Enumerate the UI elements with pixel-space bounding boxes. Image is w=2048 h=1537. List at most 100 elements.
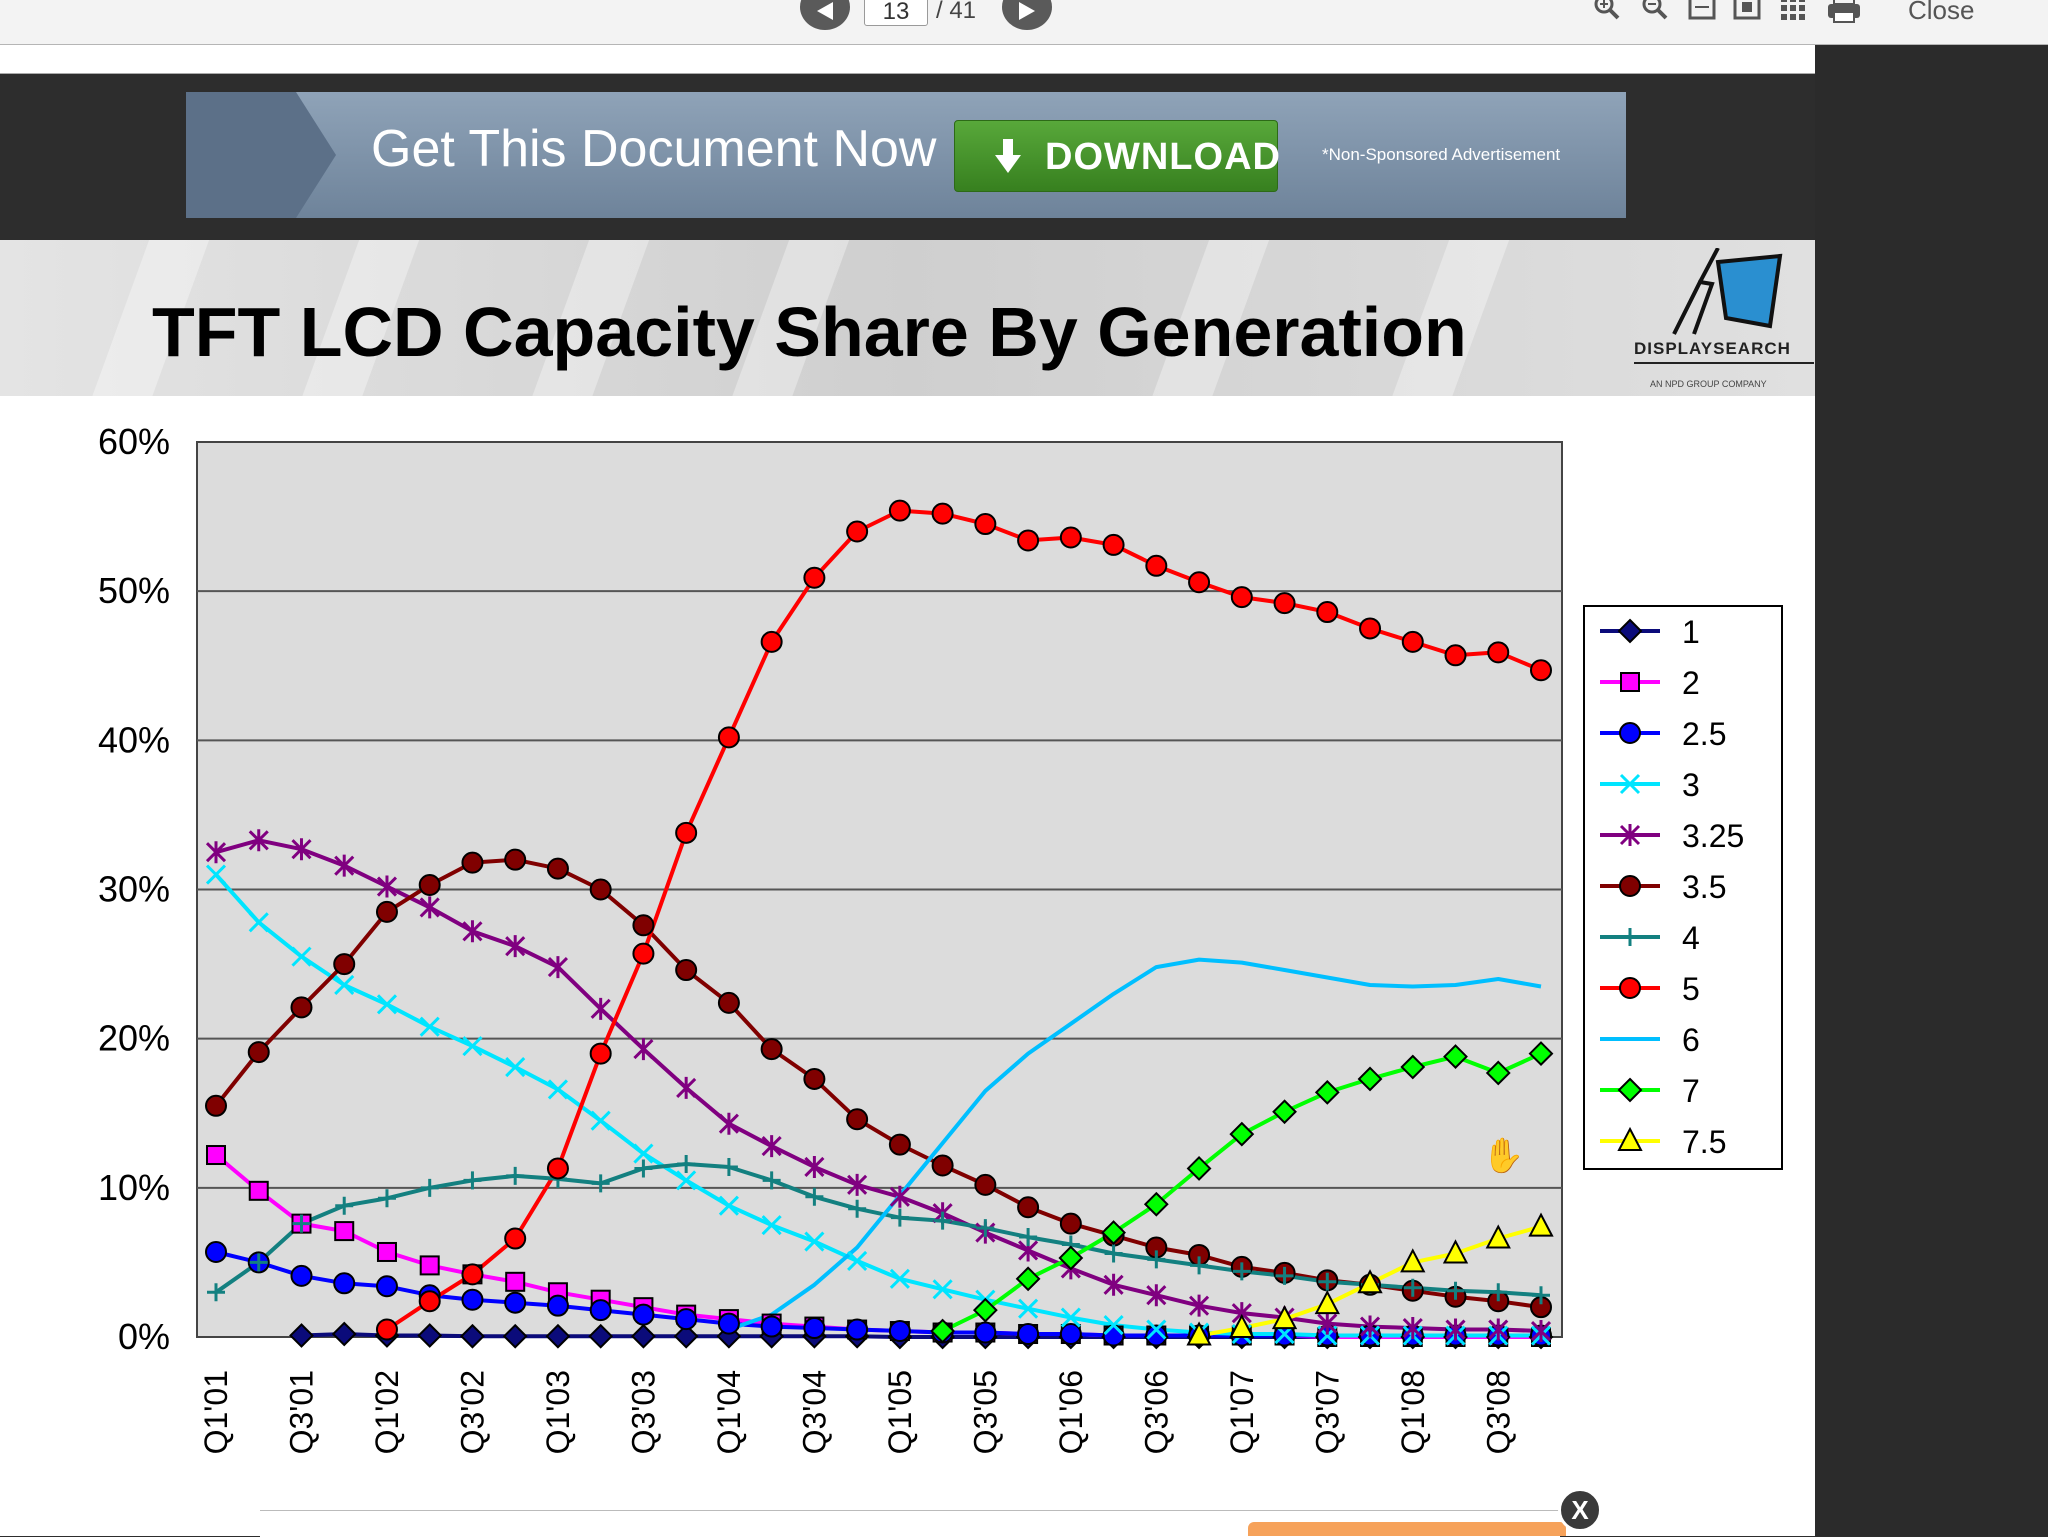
x-tick-label: Q3'07 — [1309, 1370, 1345, 1454]
data-point-2.5 — [375, 1275, 398, 1298]
fit-page-icon[interactable] — [1732, 0, 1762, 26]
data-point-3 — [419, 1016, 440, 1037]
data-point-3 — [291, 946, 312, 967]
data-point-2.5 — [974, 1321, 997, 1344]
data-point-7 — [1314, 1079, 1340, 1105]
close-viewer-button[interactable]: Close — [1908, 0, 1975, 25]
data-point-2.5 — [290, 1264, 313, 1287]
data-point-2 — [248, 1180, 269, 1201]
data-point-5 — [846, 520, 869, 543]
slide-title: TFT LCD Capacity Share By Generation — [152, 293, 1467, 371]
data-point-3.25 — [1188, 1294, 1210, 1317]
legend-label: 7.5 — [1682, 1124, 1726, 1160]
zoom-out-icon[interactable] — [1640, 0, 1670, 26]
data-point-3.5 — [803, 1067, 826, 1090]
data-point-3.5 — [1059, 1212, 1082, 1235]
x-tick-label: Q1'04 — [711, 1370, 747, 1454]
data-point-3.25 — [1359, 1315, 1381, 1338]
y-tick-label: 30% — [98, 869, 170, 910]
data-point-5 — [1102, 533, 1125, 556]
data-point-2 — [419, 1255, 440, 1276]
data-point-2.5 — [205, 1240, 227, 1263]
data-point-4 — [890, 1208, 909, 1227]
data-point-7.5 — [1271, 1304, 1298, 1330]
data-point-7 — [1058, 1245, 1084, 1271]
data-point-7 — [930, 1318, 956, 1344]
data-point-2.5 — [717, 1312, 740, 1335]
data-point-7 — [972, 1297, 998, 1323]
download-button-label: DOWNLOAD — [1045, 136, 1281, 178]
grid-view-icon[interactable] — [1778, 0, 1808, 26]
data-point-5 — [1401, 630, 1424, 653]
data-point-4 — [933, 1211, 952, 1230]
data-point-5 — [504, 1227, 527, 1250]
data-point-4 — [463, 1171, 482, 1190]
x-tick-label: Q1'08 — [1395, 1370, 1431, 1454]
data-point-5 — [1359, 617, 1382, 640]
data-point-7 — [1485, 1060, 1511, 1086]
legend-label: 1 — [1682, 614, 1700, 650]
data-point-7.5 — [1314, 1290, 1340, 1315]
legend-marker — [1617, 1077, 1643, 1103]
data-point-3.5 — [418, 874, 441, 897]
data-point-3 — [1146, 1319, 1167, 1340]
data-point-7.5 — [1229, 1313, 1255, 1339]
ad-note: *Non-Sponsored Advertisement — [1322, 145, 1561, 164]
data-point-4 — [292, 1214, 311, 1233]
download-arrow-icon — [995, 139, 1021, 173]
data-point-3.5 — [1017, 1196, 1040, 1219]
arrow-right-icon — [1019, 2, 1035, 20]
data-point-7 — [1443, 1044, 1468, 1069]
data-point-2.5 — [546, 1294, 569, 1317]
x-tick-label: Q1'01 — [198, 1370, 234, 1454]
data-point-5 — [1017, 529, 1040, 552]
data-point-5 — [632, 942, 655, 965]
data-point-5 — [675, 821, 698, 844]
data-point-3 — [1103, 1315, 1124, 1336]
data-point-7 — [1015, 1266, 1041, 1292]
data-point-2.5 — [632, 1303, 655, 1326]
popup-orange-tab[interactable] — [1248, 1522, 1566, 1536]
data-point-4 — [976, 1219, 995, 1238]
data-point-5 — [888, 499, 911, 522]
fit-width-icon[interactable] — [1687, 0, 1717, 26]
data-point-3 — [633, 1143, 654, 1164]
page-number-input[interactable]: 13 — [864, 0, 928, 26]
data-point-7 — [1229, 1121, 1255, 1147]
download-button[interactable]: DOWNLOAD — [954, 120, 1281, 192]
data-point-4 — [1318, 1272, 1337, 1291]
data-point-3.25 — [633, 1038, 654, 1061]
data-point-5 — [418, 1290, 441, 1313]
data-point-3.25 — [1402, 1317, 1423, 1340]
data-point-3.5 — [290, 996, 313, 1019]
data-point-4 — [848, 1199, 867, 1218]
data-point-5 — [1487, 641, 1510, 664]
x-tick-label: Q3'02 — [454, 1370, 490, 1454]
legend-label: 6 — [1682, 1022, 1700, 1058]
data-point-5 — [1145, 554, 1168, 577]
zoom-in-icon[interactable] — [1592, 0, 1622, 26]
data-point-3.5 — [675, 959, 698, 982]
logo-text: DISPLAYSEARCH — [1634, 339, 1791, 358]
data-point-3.25 — [590, 997, 611, 1020]
legend-marker — [1617, 1126, 1643, 1151]
data-point-3 — [248, 912, 269, 933]
y-tick-label: 50% — [98, 570, 170, 611]
legend-label: 7 — [1682, 1073, 1700, 1109]
ad-banner[interactable]: Get This Document Now DOWNLOAD *Non-Spon… — [186, 92, 1626, 218]
data-point-3 — [505, 1056, 526, 1078]
data-point-4 — [1019, 1228, 1038, 1247]
data-point-5 — [717, 726, 740, 749]
data-point-7.5 — [1400, 1248, 1426, 1273]
displaysearch-logo-icon — [1672, 248, 1783, 335]
print-icon[interactable] — [1826, 0, 1862, 26]
data-point-5 — [1188, 571, 1211, 594]
data-point-3.25 — [804, 1155, 825, 1178]
data-point-3.25 — [676, 1076, 697, 1099]
popup-close-button[interactable]: X — [1558, 1488, 1602, 1532]
data-point-4 — [805, 1187, 824, 1206]
data-point-4 — [1489, 1283, 1508, 1302]
data-point-4 — [677, 1154, 696, 1173]
data-point-2 — [334, 1221, 355, 1242]
